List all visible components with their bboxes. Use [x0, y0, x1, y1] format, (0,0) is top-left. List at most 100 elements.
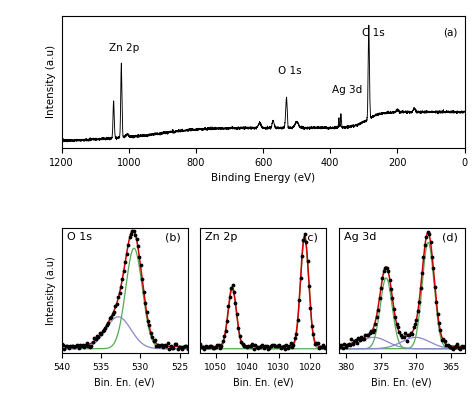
Point	[96, 330, 104, 337]
Point	[199, 344, 207, 351]
Point	[336, 344, 344, 350]
Point	[249, 341, 256, 347]
Point	[377, 285, 385, 291]
Point	[268, 342, 276, 349]
Point	[278, 343, 286, 350]
Point	[79, 342, 87, 349]
Point	[223, 318, 231, 324]
Point	[123, 251, 130, 257]
Point	[259, 342, 266, 348]
Point	[64, 342, 71, 349]
Point	[301, 231, 309, 237]
Point	[220, 332, 228, 339]
Point	[68, 343, 75, 349]
Point	[138, 276, 146, 282]
Point	[58, 341, 65, 348]
Point	[337, 342, 345, 349]
Point	[429, 265, 437, 271]
Point	[379, 275, 386, 281]
Point	[425, 231, 433, 237]
Point	[118, 276, 126, 282]
Point	[352, 337, 359, 343]
Point	[380, 268, 388, 274]
Point	[167, 342, 174, 349]
Point	[390, 306, 398, 312]
Point	[127, 231, 135, 237]
Point	[81, 344, 88, 351]
Point	[253, 344, 261, 350]
Point	[400, 333, 408, 340]
Point	[255, 345, 262, 351]
X-axis label: Bin. En. (eV): Bin. En. (eV)	[371, 378, 432, 387]
Point	[343, 341, 351, 348]
Point	[66, 343, 74, 349]
Point	[270, 342, 277, 348]
Text: Zn 2p: Zn 2p	[109, 43, 139, 53]
Point	[431, 284, 438, 290]
Text: O 1s: O 1s	[278, 66, 302, 76]
Point	[382, 265, 389, 271]
Point	[130, 227, 137, 234]
Point	[322, 343, 330, 350]
Point	[406, 331, 413, 338]
Point	[106, 315, 113, 321]
X-axis label: Bin. En. (eV): Bin. En. (eV)	[233, 378, 293, 387]
Point	[340, 341, 348, 347]
Point	[216, 345, 224, 351]
Point	[432, 299, 440, 305]
Point	[128, 228, 136, 234]
Point	[184, 345, 191, 352]
Point	[277, 345, 284, 351]
Point	[203, 344, 211, 350]
Point	[212, 344, 219, 350]
Point	[173, 341, 180, 347]
Text: Ag 3d: Ag 3d	[344, 232, 376, 242]
Text: (c): (c)	[303, 232, 318, 242]
Point	[261, 343, 269, 349]
Point	[232, 300, 239, 306]
Point	[235, 325, 242, 331]
Point	[417, 284, 424, 291]
Point	[252, 341, 259, 348]
Point	[451, 343, 458, 350]
Point	[267, 342, 274, 349]
Point	[65, 344, 73, 351]
Point	[292, 331, 300, 337]
Point	[146, 322, 153, 328]
Text: Zn 2p: Zn 2p	[205, 232, 237, 242]
Point	[357, 334, 365, 340]
Point	[147, 330, 155, 337]
Point	[59, 342, 67, 349]
Point	[295, 297, 303, 304]
Point	[372, 321, 379, 327]
Point	[219, 338, 227, 345]
Point	[141, 300, 149, 306]
Point	[160, 343, 167, 350]
Point	[427, 239, 434, 245]
Point	[247, 343, 255, 349]
Point	[434, 310, 441, 317]
Text: (a): (a)	[444, 28, 458, 38]
Point	[226, 294, 234, 300]
Point	[131, 231, 139, 238]
Point	[196, 341, 204, 347]
Point	[75, 345, 82, 351]
Y-axis label: Intensity (a.u): Intensity (a.u)	[46, 45, 56, 118]
Point	[110, 308, 118, 315]
Point	[339, 345, 346, 351]
Point	[256, 343, 264, 350]
Point	[78, 343, 85, 349]
Point	[359, 336, 366, 343]
Point	[242, 343, 249, 350]
Point	[461, 343, 468, 349]
Point	[447, 343, 454, 350]
Point	[113, 301, 120, 308]
Point	[170, 345, 177, 351]
Point	[164, 339, 172, 346]
Point	[396, 329, 403, 335]
Point	[302, 239, 310, 245]
Point	[171, 340, 179, 347]
Point	[109, 310, 116, 317]
Point	[321, 345, 328, 351]
Point	[275, 341, 283, 348]
